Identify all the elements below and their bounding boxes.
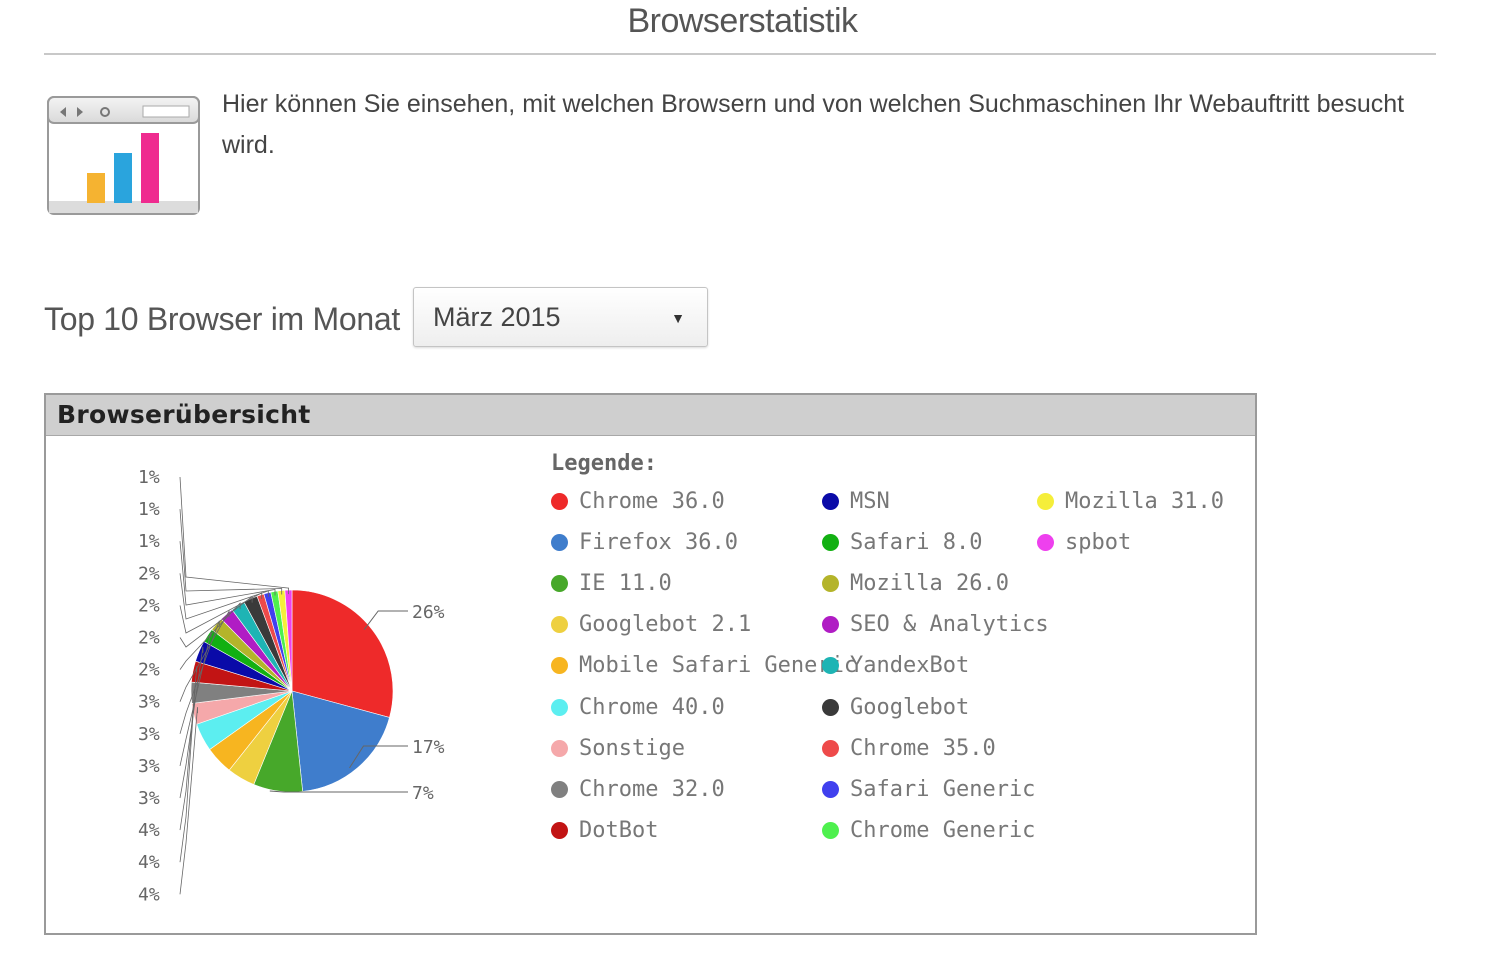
stacked-slice-label: 3% <box>138 756 160 777</box>
top10-label: Top 10 Browser im Monat <box>44 301 400 337</box>
browser-overview-panel: Browserübersicht 26% 17% 7% 1% 1% 1% 2% 2% 2% 2% 3… <box>44 393 1257 935</box>
legend-label: Chrome 32.0 <box>579 776 725 802</box>
legend-color-dot <box>822 780 839 798</box>
stacked-slice-label: 3% <box>138 692 160 713</box>
title-divider <box>44 53 1436 55</box>
legend-color-dot <box>822 698 839 716</box>
stacked-label-line <box>179 592 263 634</box>
legend-color-dot <box>1037 493 1054 510</box>
icon-bar-2 <box>114 153 132 203</box>
legend-label: Chrome 36.0 <box>579 489 725 514</box>
slice-label: 26% <box>412 602 445 623</box>
legend-color-dot <box>551 821 568 839</box>
slice-label-line <box>269 790 408 793</box>
pie-slice-chrome-36-0[interactable] <box>291 589 394 718</box>
stacked-slice-label: 2% <box>138 660 160 681</box>
legend-color-dot <box>822 616 839 634</box>
stacked-label-line <box>179 707 198 895</box>
stacked-label-line <box>179 609 230 702</box>
legend-color-dot <box>551 493 568 510</box>
slice-label: 7% <box>412 783 434 804</box>
stacked-slice-label: 1% <box>138 467 160 488</box>
legend-label: YandexBot <box>850 653 970 679</box>
legend-label: Safari 8.0 <box>850 530 983 556</box>
statistics-app-icon <box>47 96 200 215</box>
stacked-label-line <box>179 541 276 606</box>
legend-color-dot <box>551 575 568 593</box>
icon-bar-1 <box>87 173 105 203</box>
stacked-slice-label: 2% <box>138 563 160 584</box>
legend-label: Chrome Generic <box>850 817 1036 843</box>
legend-label: Chrome 35.0 <box>850 735 996 761</box>
stacked-slice-label: 3% <box>138 724 160 745</box>
legend-color-dot <box>551 534 568 552</box>
month-select[interactable]: März 2015 ▼ <box>413 287 708 347</box>
legend-label: IE 11.0 <box>579 571 672 597</box>
legend-color-dot <box>551 657 568 675</box>
legend-color-dot <box>551 616 568 634</box>
legend-color-dot <box>822 493 839 510</box>
legend-label: Mobile Safari Generic <box>579 653 858 679</box>
stacked-label-line <box>179 666 198 831</box>
legend-color-dot <box>551 780 568 798</box>
stacked-label-line <box>179 509 283 595</box>
legend-title: Legende: <box>551 451 657 476</box>
stacked-slice-label: 4% <box>138 884 160 905</box>
legend-color-dot <box>551 739 568 757</box>
stacked-slice-label: 1% <box>138 499 160 520</box>
legend-label: Mozilla 31.0 <box>1065 489 1224 514</box>
legend-color-dot <box>822 534 839 552</box>
legend-label: MSN <box>850 489 890 514</box>
stacked-label-line <box>179 631 212 766</box>
stacked-slice-label: 1% <box>138 531 160 552</box>
legend-color-dot <box>1037 534 1054 552</box>
pie-chart: 26% 17% 7% 1% 1% 1% 2% 2% 2% 2% 3% 3% 3% 3% 4% 4% 4% <box>138 467 445 905</box>
slice-label-line <box>349 745 408 769</box>
legend-label: Sonstige <box>579 735 685 761</box>
chevron-down-icon: ▼ <box>671 310 685 326</box>
stacked-label-line <box>179 602 241 670</box>
legend-label: Firefox 36.0 <box>579 530 738 556</box>
legend-color-dot <box>822 739 839 757</box>
slice-label-line <box>363 610 408 630</box>
panel-header: Browserübersicht <box>46 395 1255 436</box>
legend-label: Safari Generic <box>850 776 1036 802</box>
stacked-label-line <box>179 573 269 620</box>
legend-color-dot <box>822 575 839 593</box>
legend-label: Googlebot 2.1 <box>579 612 752 638</box>
legend-label: Chrome 40.0 <box>579 694 725 720</box>
panel-title: Browserübersicht <box>57 400 311 429</box>
legend-label: spbot <box>1065 530 1132 556</box>
stacked-label-line <box>179 686 196 863</box>
slice-label: 17% <box>412 737 445 758</box>
legend-color-dot <box>551 698 568 716</box>
stacked-label-line <box>179 476 290 595</box>
stacked-slice-label: 2% <box>138 595 160 616</box>
legend-label: Googlebot <box>850 694 970 720</box>
pie-slice-firefox-36-0[interactable] <box>291 690 390 792</box>
month-select-value: März 2015 <box>433 302 561 332</box>
stacked-slice-label: 4% <box>138 852 160 873</box>
legend-label: SEO & Analytics <box>850 612 1049 638</box>
stacked-slice-label: 2% <box>138 628 160 649</box>
intro-text: Hier können Sie einsehen, mit welchen Br… <box>222 90 1405 159</box>
stacked-slice-label: 4% <box>138 820 160 841</box>
legend-color-dot <box>822 821 839 839</box>
legend-label: DotBot <box>579 817 659 843</box>
stacked-label-line <box>179 646 204 799</box>
page-title: Browserstatistik <box>627 2 858 40</box>
icon-bar-3 <box>141 133 159 203</box>
stacked-slice-label: 3% <box>138 788 160 809</box>
legend-label: Mozilla 26.0 <box>850 571 1009 597</box>
legend-color-dot <box>822 657 839 675</box>
